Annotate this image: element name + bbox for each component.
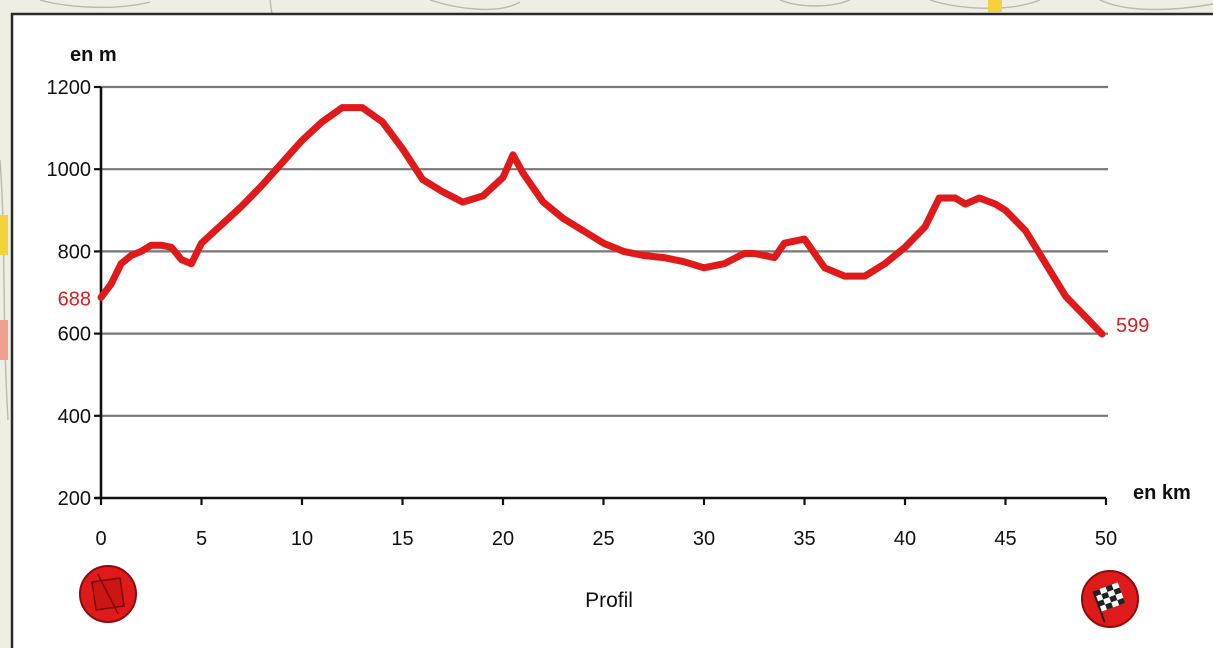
chart-title: Profil <box>585 589 633 612</box>
chart-panel <box>10 12 1213 648</box>
x-tick-label-25: 25 <box>592 528 614 550</box>
gridlines <box>101 85 1108 417</box>
x-tick-label-50: 50 <box>1095 528 1117 550</box>
x-tick-label-0: 0 <box>95 528 106 550</box>
checkered-flag-icon <box>1081 570 1139 628</box>
end-elevation-label: 599 <box>1116 315 1149 337</box>
y-tick-label-800: 800 <box>58 241 91 263</box>
y-tick-label-600: 600 <box>58 324 91 346</box>
start-elevation-label: 688 <box>58 288 91 310</box>
y-tick-label-200: 200 <box>58 488 91 510</box>
x-tick-label-45: 45 <box>994 528 1016 550</box>
y-tick-label-1000: 1000 <box>47 159 92 181</box>
elevation-line <box>97 104 1106 338</box>
y-tick-label-1200: 1200 <box>47 77 92 99</box>
x-tick-label-40: 40 <box>894 528 916 550</box>
x-axis-ticks: 0 5 10 15 20 25 30 35 40 45 50 <box>95 498 1117 550</box>
x-tick-label-10: 10 <box>291 528 313 550</box>
y-axis-ticks: 200 400 600 800 1000 1200 <box>47 77 101 510</box>
y-axis-label: en m <box>70 44 117 66</box>
x-tick-label-5: 5 <box>196 528 207 550</box>
x-tick-label-35: 35 <box>793 528 815 550</box>
start-disc-icon <box>79 565 137 623</box>
y-tick-label-400: 400 <box>58 406 91 428</box>
x-axis-label: en km <box>1133 482 1191 504</box>
x-tick-label-30: 30 <box>693 528 715 550</box>
x-tick-label-15: 15 <box>391 528 413 550</box>
x-tick-label-20: 20 <box>492 528 514 550</box>
